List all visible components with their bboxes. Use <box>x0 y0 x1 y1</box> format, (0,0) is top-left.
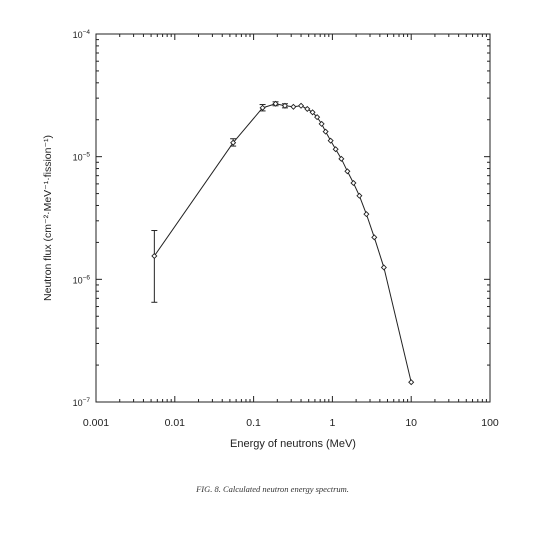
data-point <box>318 120 325 127</box>
data-point <box>298 102 305 109</box>
x-tick-label: 100 <box>481 417 499 429</box>
data-point <box>327 137 334 144</box>
data-point <box>309 109 316 116</box>
data-point <box>350 179 357 187</box>
data-point <box>314 114 321 121</box>
data-point <box>363 211 370 218</box>
y-tick-labels: 10−7 10−6 10−5 10−4 <box>73 29 91 408</box>
x-tick-label: 1 <box>329 417 335 429</box>
series-layer <box>151 100 415 386</box>
data-point <box>408 379 415 386</box>
data-point <box>356 192 363 199</box>
data-point <box>259 104 266 111</box>
plot-frame <box>95 33 491 403</box>
x-tick-label: 0.1 <box>246 417 261 429</box>
x-tick-labels: 0.001 0.01 0.1 1 10 100 <box>83 417 499 429</box>
data-point <box>332 146 339 153</box>
data-point <box>338 155 345 162</box>
y-tick-label: 10−5 <box>73 152 91 163</box>
x-axis-label: Energy of neutrons (MeV) <box>230 438 356 450</box>
data-point <box>380 264 387 271</box>
series-line <box>153 103 412 383</box>
data-point <box>371 234 378 241</box>
data-point <box>281 102 288 109</box>
y-tick-label: 10−7 <box>73 397 91 408</box>
data-point <box>322 128 329 135</box>
y-tick-label: 10−4 <box>73 29 91 40</box>
data-point <box>230 139 237 146</box>
x-tick-label: 0.001 <box>83 417 109 429</box>
axis-ticks <box>95 34 490 403</box>
y-axis-label: Neutron flux (cm⁻²·MeV⁻¹·fission⁻¹) <box>42 135 54 301</box>
data-point <box>272 100 279 107</box>
error-bar <box>151 230 158 303</box>
data-point <box>344 168 351 175</box>
figure-caption: FIG. 8. Calculated neutron energy spectr… <box>196 484 349 494</box>
data-point <box>290 103 297 110</box>
data-point <box>304 105 311 112</box>
y-tick-label: 10−6 <box>73 274 91 285</box>
x-tick-label: 10 <box>405 417 417 429</box>
data-point <box>151 252 158 260</box>
x-tick-label: 0.01 <box>165 417 186 429</box>
